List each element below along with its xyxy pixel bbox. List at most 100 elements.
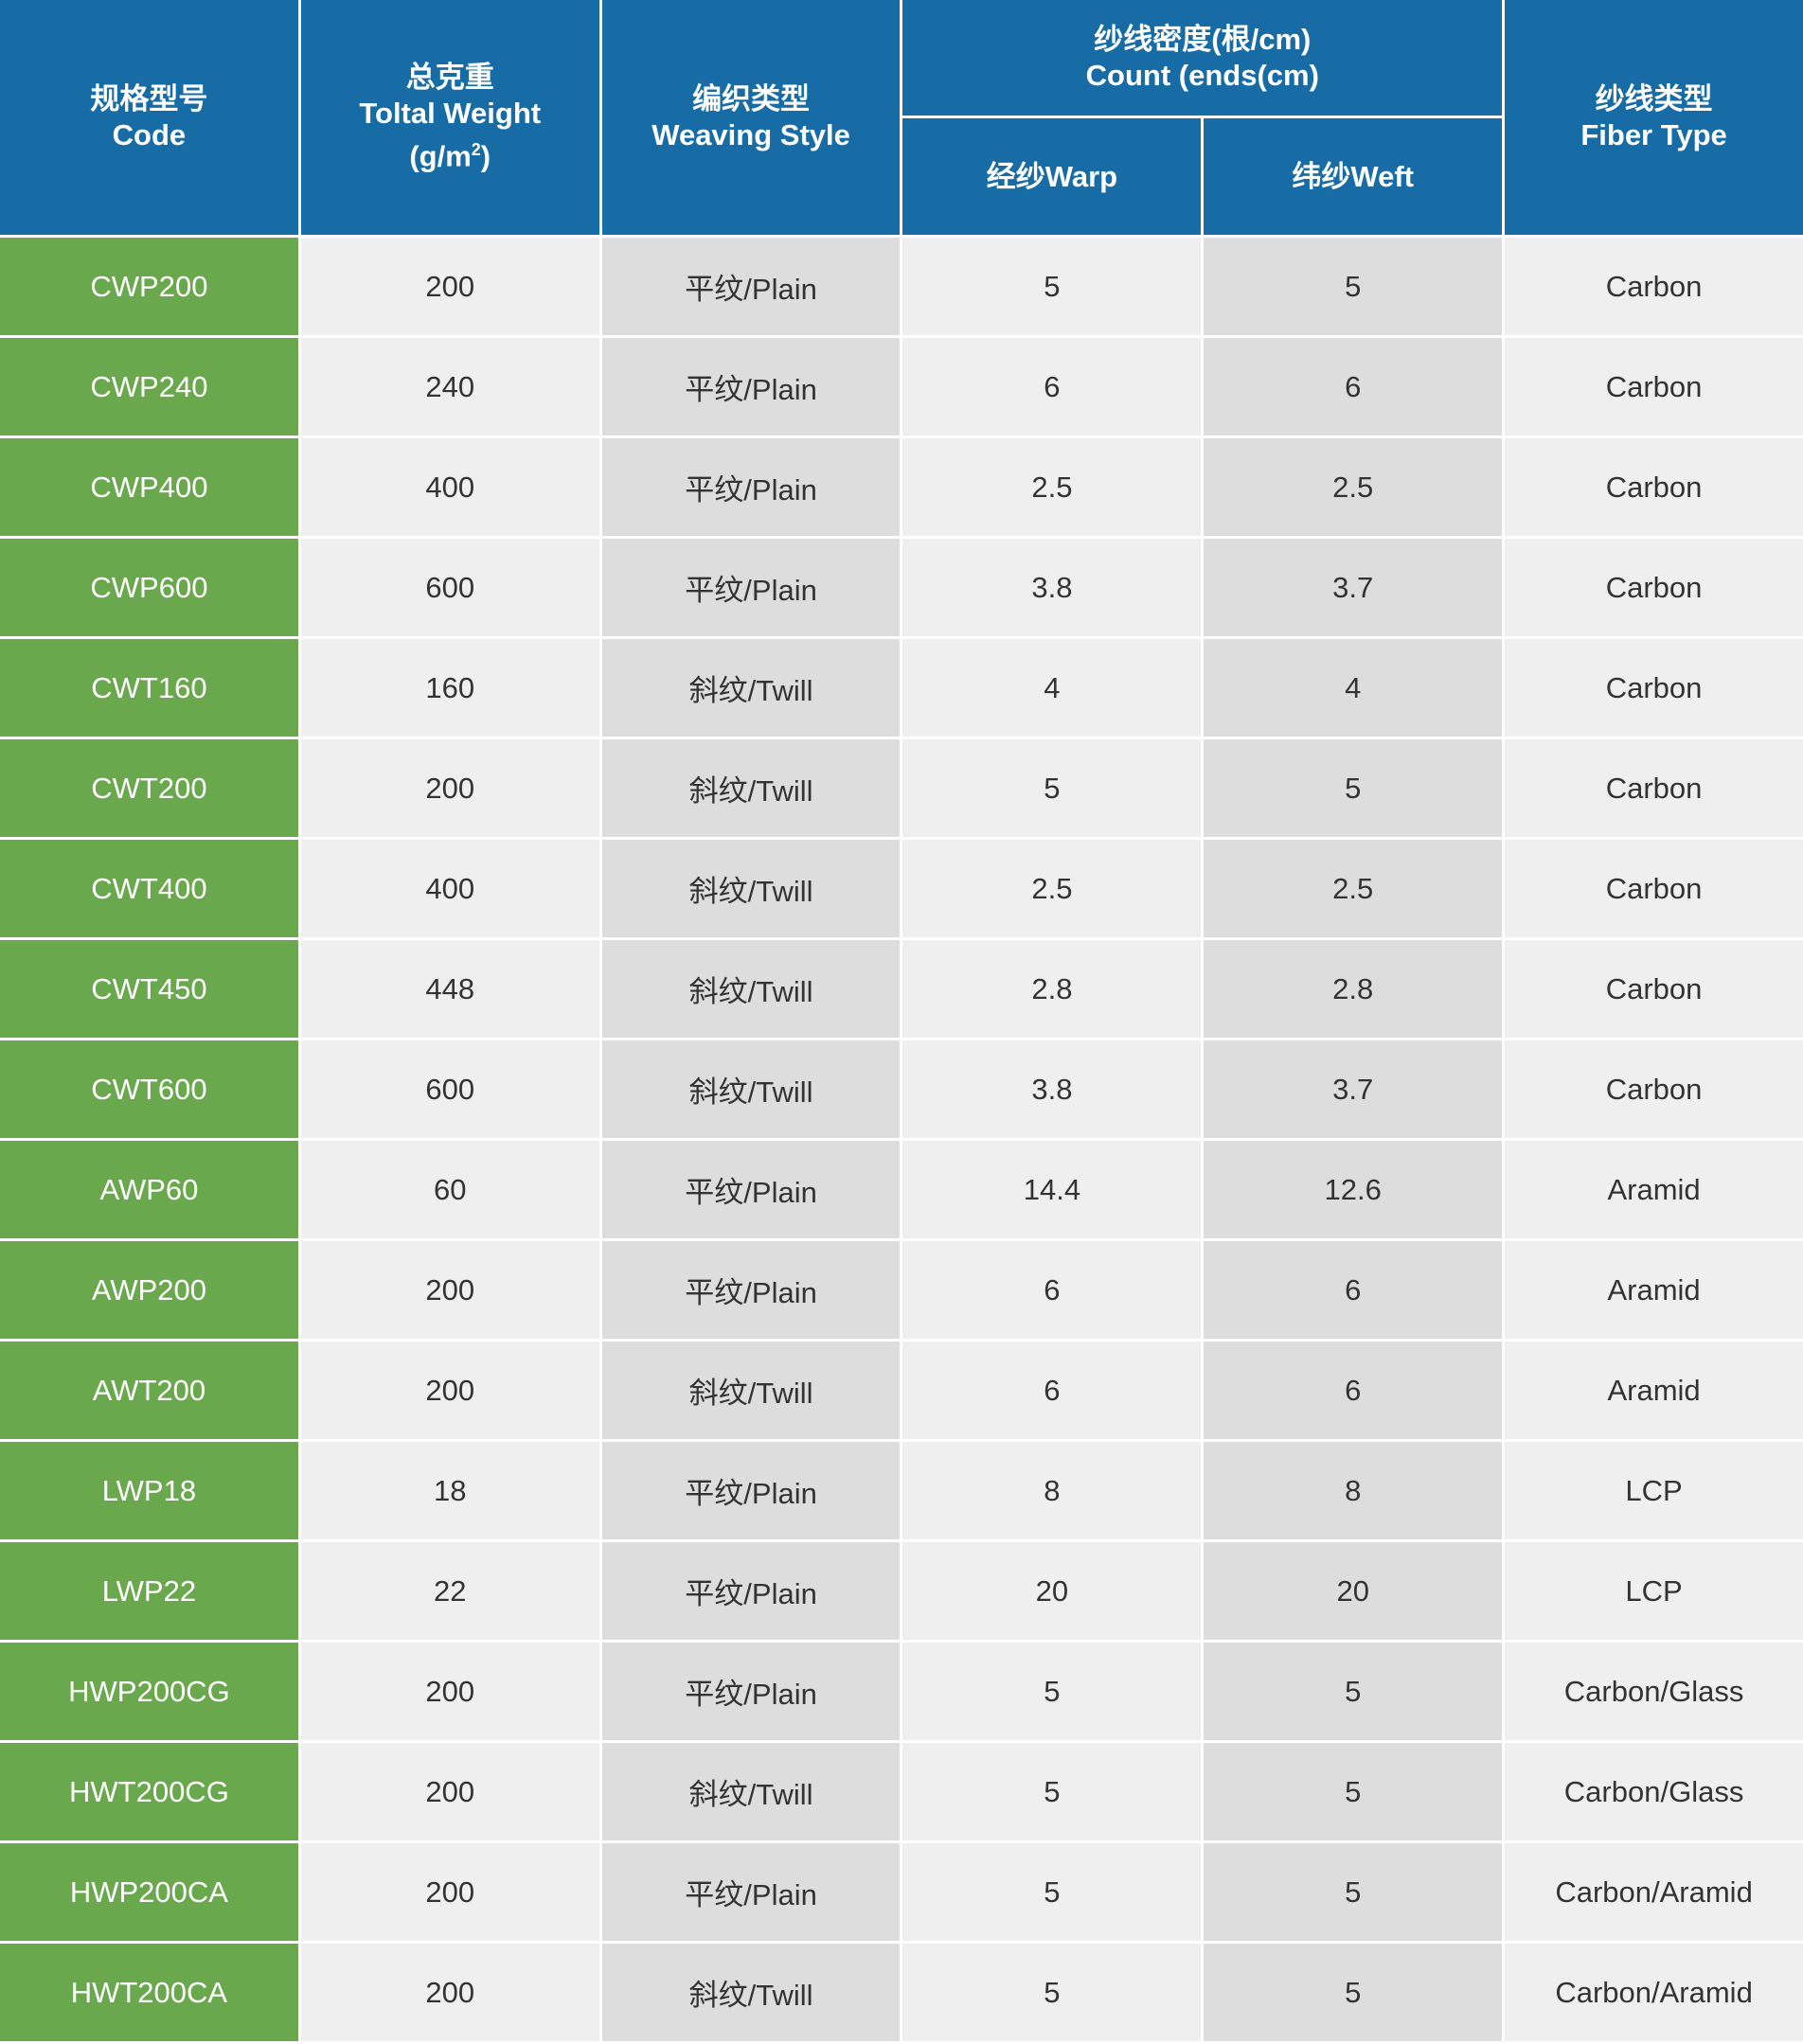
unit-text: (g/m [409,139,472,173]
cell-fiber: Carbon/Glass [1505,1740,1803,1840]
table-row: AWP200 200 平纹/Plain 6 6 Aramid [0,1238,1803,1339]
cell-weave: 斜纹/Twill [601,837,901,937]
cell-weft: 5 [1204,235,1503,335]
cell-weight: 600 [300,1038,599,1138]
header-code: 规格型号 Code [0,0,298,235]
cell-weave: 平纹/Plain [601,235,901,335]
cell-warp: 5 [902,235,1202,335]
header-weight-en: Toltal Weight [359,97,542,131]
cell-warp: 20 [902,1539,1202,1640]
cell-weft: 6 [1204,1339,1503,1439]
cell-weight: 600 [300,536,599,636]
cell-fiber: Aramid [1505,1339,1803,1439]
cell-weft: 6 [1204,1238,1503,1339]
cell-code: LWP18 [0,1439,298,1539]
cell-weight: 160 [300,636,599,737]
cell-fiber: Carbon/Aramid [1505,1840,1803,1941]
table-row: CWT200 200 斜纹/Twill 5 5 Carbon [0,737,1803,837]
cell-code: AWP60 [0,1138,298,1238]
cell-weave: 平纹/Plain [601,1539,901,1640]
table-row: CWT450 448 斜纹/Twill 2.8 2.8 Carbon [0,937,1803,1038]
cell-code: CWT160 [0,636,298,737]
cell-weave: 平纹/Plain [601,1138,901,1238]
table-row: CWP400 400 平纹/Plain 2.5 2.5 Carbon [0,435,1803,536]
cell-code: HWP200CG [0,1640,298,1740]
cell-weave: 平纹/Plain [601,335,901,435]
cell-warp: 6 [902,335,1202,435]
cell-weight: 200 [300,235,599,335]
table-row: HWT200CA 200 斜纹/Twill 5 5 Carbon/Aramid [0,1941,1803,2041]
cell-warp: 6 [902,1339,1202,1439]
cell-weave: 平纹/Plain [601,1840,901,1941]
cell-code: CWP200 [0,235,298,335]
cell-code: HWT200CA [0,1941,298,2041]
cell-fiber: Carbon [1505,536,1803,636]
cell-fiber: Carbon [1505,737,1803,837]
table-row: HWT200CG 200 斜纹/Twill 5 5 Carbon/Glass [0,1740,1803,1840]
cell-weft: 2.5 [1204,837,1503,937]
cell-code: CWP600 [0,536,298,636]
cell-warp: 5 [902,1840,1202,1941]
cell-weave: 斜纹/Twill [601,937,901,1038]
header-count-en: Count (ends(cm) [1085,59,1319,92]
cell-code: CWT400 [0,837,298,937]
header-weave-en: Weaving Style [652,118,850,151]
cell-fiber: Carbon [1505,435,1803,536]
cell-code: HWT200CG [0,1740,298,1840]
cell-weft: 5 [1204,1740,1503,1840]
cell-warp: 3.8 [902,1038,1202,1138]
cell-weft: 5 [1204,1840,1503,1941]
cell-weft: 6 [1204,335,1503,435]
cell-fiber: Carbon [1505,636,1803,737]
cell-weave: 斜纹/Twill [601,1941,901,2041]
cell-weave: 斜纹/Twill [601,1740,901,1840]
cell-weave: 斜纹/Twill [601,1038,901,1138]
table-row: LWP22 22 平纹/Plain 20 20 LCP [0,1539,1803,1640]
table-row: AWP60 60 平纹/Plain 14.4 12.6 Aramid [0,1138,1803,1238]
header-count: 纱线密度(根/cm) Count (ends(cm) [902,0,1503,118]
table-row: CWT600 600 斜纹/Twill 3.8 3.7 Carbon [0,1038,1803,1138]
cell-weight: 22 [300,1539,599,1640]
cell-code: CWT200 [0,737,298,837]
cell-weight: 60 [300,1138,599,1238]
cell-weight: 200 [300,1339,599,1439]
table-row: HWP200CA 200 平纹/Plain 5 5 Carbon/Aramid [0,1840,1803,1941]
cell-warp: 2.8 [902,937,1202,1038]
cell-weave: 平纹/Plain [601,1238,901,1339]
cell-weft: 20 [1204,1539,1503,1640]
header-count-zh: 纱线密度(根/cm) [1094,23,1312,56]
cell-weave: 斜纹/Twill [601,737,901,837]
table-row: AWT200 200 斜纹/Twill 6 6 Aramid [0,1339,1803,1439]
cell-code: LWP22 [0,1539,298,1640]
cell-code: AWP200 [0,1238,298,1339]
header-code-en: Code [112,118,187,151]
cell-weight: 400 [300,837,599,937]
cell-weave: 平纹/Plain [601,1439,901,1539]
cell-fiber: Aramid [1505,1138,1803,1238]
header-weight-unit: (g/m2) [301,132,599,174]
cell-weight: 448 [300,937,599,1038]
cell-weave: 平纹/Plain [601,536,901,636]
cell-warp: 5 [902,1740,1202,1840]
cell-warp: 8 [902,1439,1202,1539]
cell-weave: 平纹/Plain [601,1640,901,1740]
cell-code: CWP240 [0,335,298,435]
cell-warp: 6 [902,1238,1202,1339]
cell-weight: 200 [300,1640,599,1740]
cell-code: HWP200CA [0,1840,298,1941]
cell-code: CWT600 [0,1038,298,1138]
header-weft: 纬纱Weft [1204,118,1503,235]
cell-fiber: Carbon [1505,937,1803,1038]
cell-weft: 5 [1204,737,1503,837]
cell-fiber: Carbon [1505,335,1803,435]
cell-fiber: Carbon [1505,837,1803,937]
cell-weft: 4 [1204,636,1503,737]
cell-warp: 5 [902,1941,1202,2041]
cell-weight: 200 [300,1238,599,1339]
table-row: CWP600 600 平纹/Plain 3.8 3.7 Carbon [0,536,1803,636]
cell-fiber: Carbon/Glass [1505,1640,1803,1740]
cell-weight: 18 [300,1439,599,1539]
header-weight-zh: 总克重 [405,61,494,95]
table-row: CWT160 160 斜纹/Twill 4 4 Carbon [0,636,1803,737]
